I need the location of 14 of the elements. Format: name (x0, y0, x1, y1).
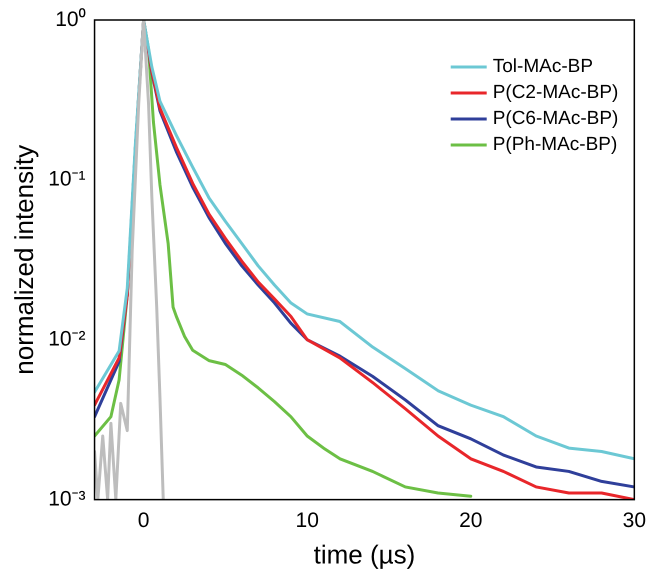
y-tick-label: 10⁻³ (48, 487, 86, 510)
x-tick-label: 10 (296, 508, 319, 532)
y-axis-title: normalized intensity (8, 144, 39, 375)
x-tick-label: 20 (459, 508, 482, 532)
legend-label: Tol-MAc-BP (492, 56, 593, 78)
x-tick-label: 0 (138, 508, 150, 532)
x-axis-title: time (µs) (314, 540, 416, 570)
y-tick-label: 10⁻¹ (48, 168, 86, 191)
legend-label: P(C6-MAc-BP) (492, 108, 618, 130)
legend-label: P(C2-MAc-BP) (492, 82, 618, 104)
legend-label: P(Ph-MAc-BP) (492, 134, 618, 156)
y-tick-label: 10⁰ (55, 8, 86, 31)
x-tick-label: 30 (622, 508, 646, 532)
y-tick-label: 10⁻² (48, 328, 86, 351)
